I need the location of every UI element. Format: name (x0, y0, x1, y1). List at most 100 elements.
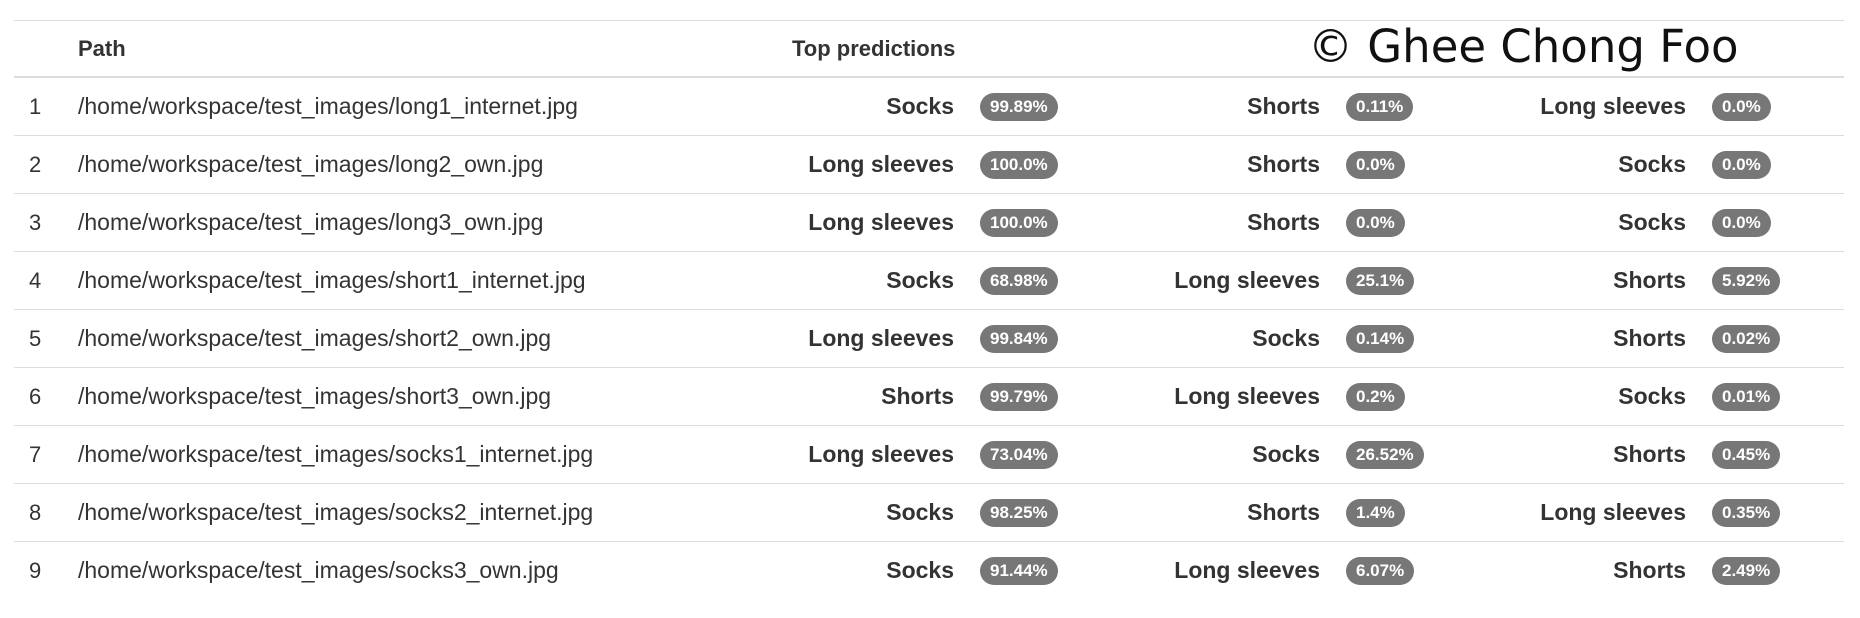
prediction-1-badge: 99.84% (980, 324, 1058, 353)
prediction-2-label: Socks (1064, 309, 1346, 368)
row-index: 5 (14, 309, 78, 368)
prediction-3-cell: 2.49% (1712, 541, 1845, 599)
prediction-1-badge: 100.0% (980, 150, 1058, 179)
prediction-3-cell: 0.0% (1712, 193, 1845, 252)
prediction-1-cell: 100.0% (980, 135, 1064, 194)
table-row: 1/home/workspace/test_images/long1_inter… (14, 76, 1845, 136)
prediction-1-cell: 68.98% (980, 251, 1064, 310)
image-path: /home/workspace/test_images/short1_inter… (78, 251, 698, 310)
prediction-3-badge: 0.35% (1712, 498, 1781, 527)
prediction-1-badge: 100.0% (980, 208, 1058, 237)
prediction-1-cell: 100.0% (980, 193, 1064, 252)
image-path: /home/workspace/test_images/socks3_own.j… (78, 541, 698, 599)
prediction-1-badge: 99.89% (980, 92, 1058, 121)
prediction-1-label: Socks (698, 251, 980, 310)
prediction-2-cell: 26.52% (1346, 425, 1430, 484)
image-path: /home/workspace/test_images/long2_own.jp… (78, 135, 698, 194)
prediction-2-label: Shorts (1064, 483, 1346, 542)
prediction-2-badge: 0.11% (1346, 92, 1414, 121)
row-index: 4 (14, 251, 78, 310)
prediction-2-label: Shorts (1064, 193, 1346, 252)
table-row: 2/home/workspace/test_images/long2_own.j… (14, 135, 1845, 194)
prediction-2-cell: 0.0% (1346, 135, 1430, 194)
prediction-3-cell: 5.92% (1712, 251, 1845, 310)
row-index: 1 (14, 76, 78, 136)
header-index (14, 20, 78, 78)
prediction-1-cell: 99.79% (980, 367, 1064, 426)
prediction-2-cell: 0.2% (1346, 367, 1430, 426)
prediction-2-badge: 1.4% (1346, 498, 1405, 527)
header-top-predictions: Top predictions (698, 20, 1845, 78)
prediction-3-badge: 2.49% (1712, 556, 1781, 585)
prediction-2-badge: 25.1% (1346, 266, 1415, 295)
prediction-3-label: Long sleeves (1430, 483, 1712, 542)
table-row: 4/home/workspace/test_images/short1_inte… (14, 251, 1845, 310)
row-index: 3 (14, 193, 78, 252)
copyright-watermark: © Ghee Chong Foo (1308, 20, 1739, 73)
prediction-2-cell: 6.07% (1346, 541, 1430, 599)
image-path: /home/workspace/test_images/socks1_inter… (78, 425, 698, 484)
table-row: 5/home/workspace/test_images/short2_own.… (14, 309, 1845, 368)
prediction-3-label: Shorts (1430, 251, 1712, 310)
prediction-2-badge: 0.0% (1346, 150, 1405, 179)
prediction-3-badge: 0.0% (1712, 208, 1771, 237)
prediction-1-label: Long sleeves (698, 193, 980, 252)
prediction-3-badge: 0.01% (1712, 382, 1781, 411)
prediction-1-label: Shorts (698, 367, 980, 426)
prediction-3-cell: 0.02% (1712, 309, 1845, 368)
prediction-3-label: Shorts (1430, 541, 1712, 599)
prediction-3-badge: 5.92% (1712, 266, 1781, 295)
prediction-3-cell: 0.35% (1712, 483, 1845, 542)
predictions-table: Path Top predictions 1/home/workspace/te… (14, 20, 1845, 599)
prediction-1-badge: 73.04% (980, 440, 1058, 469)
prediction-1-label: Socks (698, 76, 980, 136)
row-index: 7 (14, 425, 78, 484)
image-path: /home/workspace/test_images/short3_own.j… (78, 367, 698, 426)
image-path: /home/workspace/test_images/long3_own.jp… (78, 193, 698, 252)
prediction-1-badge: 98.25% (980, 498, 1058, 527)
prediction-2-cell: 0.14% (1346, 309, 1430, 368)
prediction-2-label: Long sleeves (1064, 367, 1346, 426)
prediction-1-badge: 91.44% (980, 556, 1058, 585)
prediction-2-badge: 0.14% (1346, 324, 1415, 353)
prediction-1-cell: 98.25% (980, 483, 1064, 542)
row-index: 2 (14, 135, 78, 194)
table-row: 6/home/workspace/test_images/short3_own.… (14, 367, 1845, 426)
prediction-1-cell: 99.84% (980, 309, 1064, 368)
prediction-3-label: Shorts (1430, 425, 1712, 484)
prediction-1-badge: 99.79% (980, 382, 1058, 411)
prediction-2-badge: 0.2% (1346, 382, 1405, 411)
prediction-3-label: Long sleeves (1430, 76, 1712, 136)
prediction-1-label: Long sleeves (698, 135, 980, 194)
prediction-3-badge: 0.45% (1712, 440, 1781, 469)
prediction-2-label: Shorts (1064, 135, 1346, 194)
prediction-2-label: Long sleeves (1064, 541, 1346, 599)
prediction-1-cell: 73.04% (980, 425, 1064, 484)
image-path: /home/workspace/test_images/long1_intern… (78, 76, 698, 136)
prediction-1-cell: 91.44% (980, 541, 1064, 599)
prediction-3-cell: 0.01% (1712, 367, 1845, 426)
prediction-3-cell: 0.0% (1712, 135, 1845, 194)
prediction-2-label: Long sleeves (1064, 251, 1346, 310)
table-row: 3/home/workspace/test_images/long3_own.j… (14, 193, 1845, 252)
prediction-2-cell: 0.11% (1346, 76, 1430, 136)
prediction-2-cell: 0.0% (1346, 193, 1430, 252)
prediction-1-label: Socks (698, 483, 980, 542)
header-top-predictions-label: Top predictions (792, 35, 956, 61)
row-index: 9 (14, 541, 78, 599)
prediction-3-cell: 0.45% (1712, 425, 1845, 484)
table-body: 1/home/workspace/test_images/long1_inter… (14, 76, 1845, 599)
prediction-3-badge: 0.02% (1712, 324, 1781, 353)
image-path: /home/workspace/test_images/socks2_inter… (78, 483, 698, 542)
row-index: 6 (14, 367, 78, 426)
prediction-3-badge: 0.0% (1712, 150, 1771, 179)
header-path: Path (78, 20, 698, 78)
prediction-2-badge: 6.07% (1346, 556, 1415, 585)
table-row: 7/home/workspace/test_images/socks1_inte… (14, 425, 1845, 484)
prediction-2-badge: 0.0% (1346, 208, 1405, 237)
prediction-1-label: Long sleeves (698, 425, 980, 484)
table-row: 8/home/workspace/test_images/socks2_inte… (14, 483, 1845, 542)
prediction-2-label: Shorts (1064, 76, 1346, 136)
row-index: 8 (14, 483, 78, 542)
